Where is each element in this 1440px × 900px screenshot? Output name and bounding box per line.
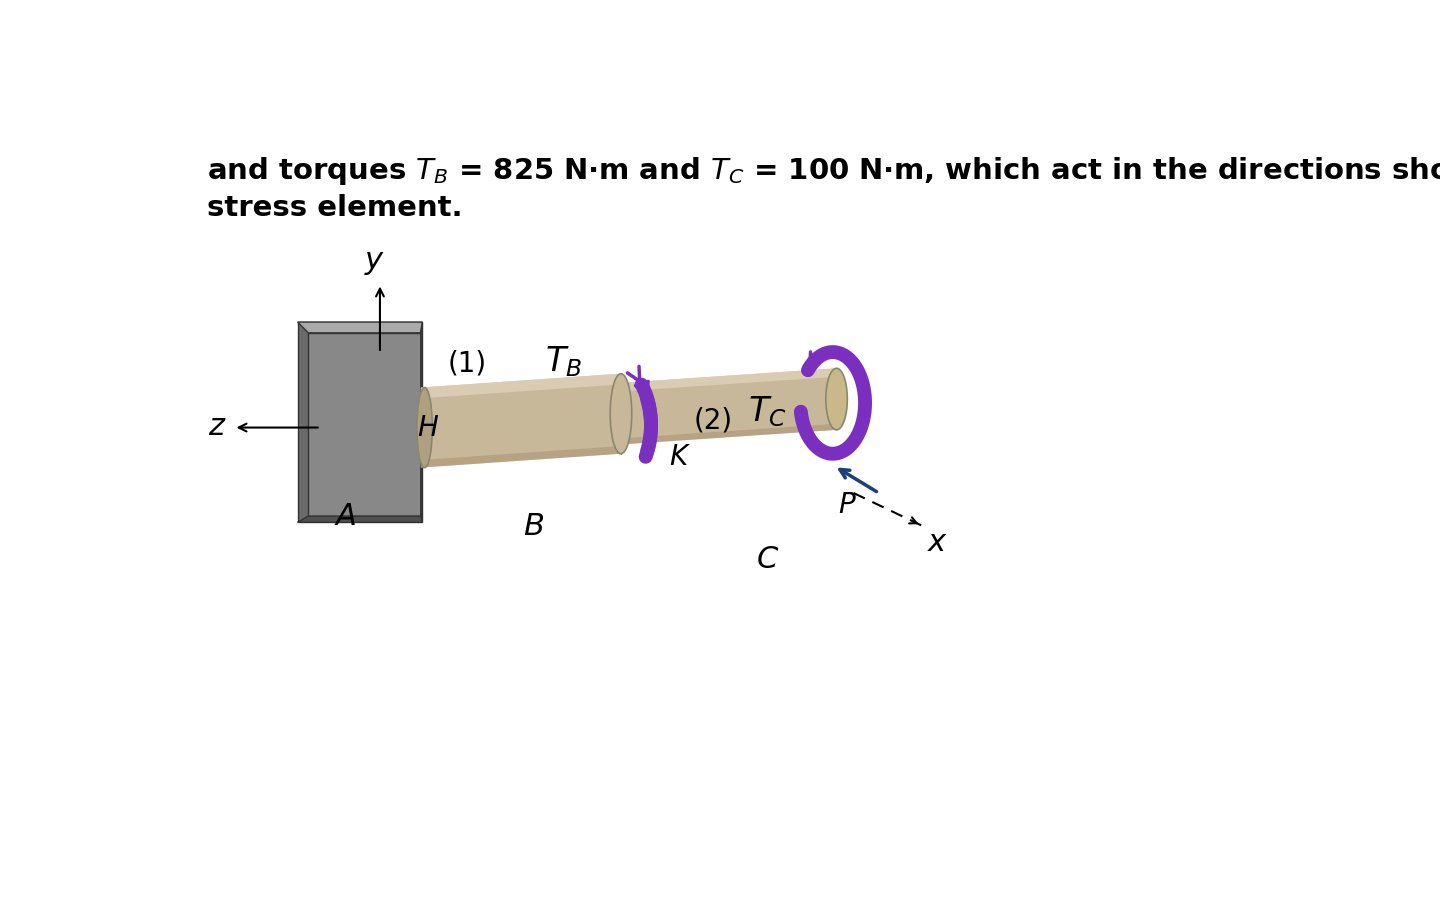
Text: (2): (2) [694, 407, 733, 435]
Ellipse shape [611, 374, 632, 454]
Polygon shape [298, 516, 422, 522]
Text: and torques $T_B$ = 825 N·m and $T_C$ = 100 N·m, which act in the directions sho: and torques $T_B$ = 825 N·m and $T_C$ = … [207, 155, 1440, 187]
Text: $T_C$: $T_C$ [747, 395, 786, 429]
Text: $P$: $P$ [838, 491, 857, 519]
Text: $B$: $B$ [523, 512, 544, 541]
Polygon shape [420, 374, 621, 399]
Polygon shape [420, 374, 621, 468]
Text: $H$: $H$ [418, 414, 439, 442]
Polygon shape [420, 446, 621, 468]
Polygon shape [621, 424, 837, 445]
Text: $T_B$: $T_B$ [546, 345, 582, 380]
Polygon shape [621, 368, 837, 392]
Text: $z$: $z$ [207, 411, 226, 440]
Polygon shape [621, 368, 837, 445]
Text: $C$: $C$ [756, 545, 779, 574]
Text: stress element.: stress element. [207, 194, 462, 222]
Ellipse shape [825, 368, 847, 430]
Polygon shape [298, 322, 422, 333]
Text: $y$: $y$ [364, 248, 384, 277]
Polygon shape [308, 333, 420, 516]
Polygon shape [298, 322, 422, 522]
Text: $A$: $A$ [334, 502, 357, 531]
Polygon shape [420, 322, 422, 522]
Text: $x$: $x$ [927, 527, 949, 556]
Text: $K$: $K$ [670, 443, 691, 471]
Ellipse shape [418, 388, 432, 468]
Text: (1): (1) [448, 349, 487, 378]
